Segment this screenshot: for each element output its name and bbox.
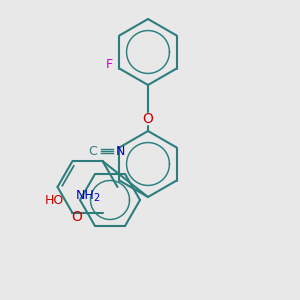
Text: N: N <box>116 145 125 158</box>
Text: F: F <box>106 58 113 71</box>
Text: O: O <box>71 210 82 224</box>
Text: HO: HO <box>45 194 64 206</box>
Text: O: O <box>142 112 153 126</box>
Text: 2: 2 <box>94 193 100 203</box>
Text: NH: NH <box>76 188 94 202</box>
Text: C: C <box>88 145 97 158</box>
